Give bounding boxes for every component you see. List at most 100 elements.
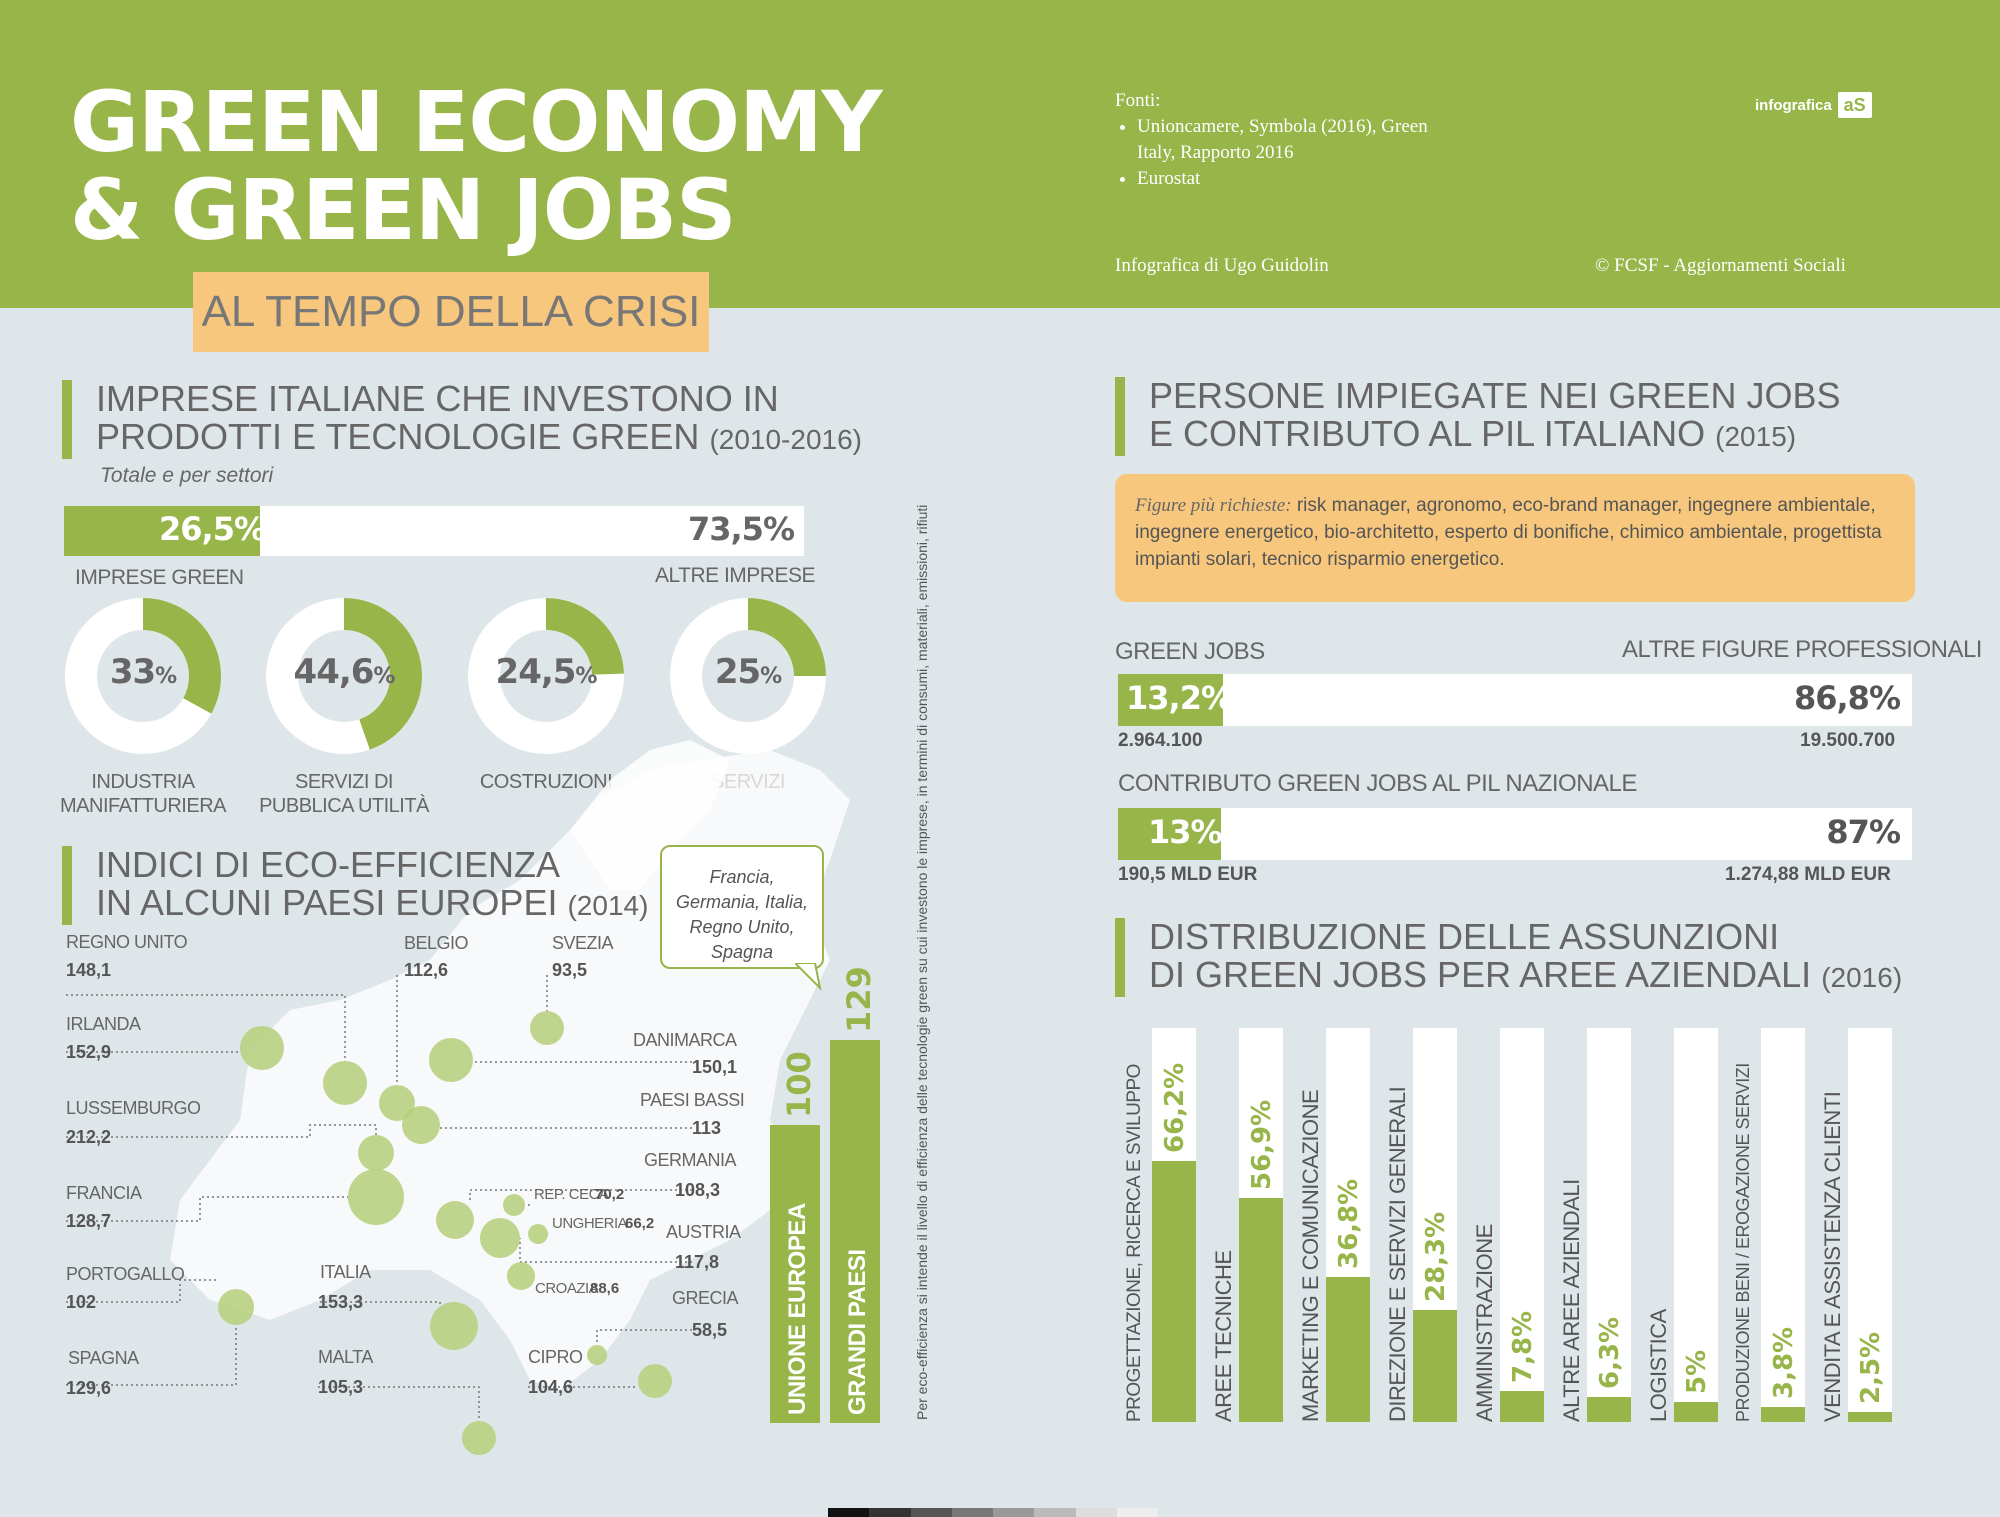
country-value: 70,2	[595, 1186, 625, 1203]
dist-bar	[1500, 1391, 1544, 1422]
country-name: FRANCIA	[66, 1183, 142, 1203]
donut-arc	[468, 598, 624, 754]
dist-bar-track	[1500, 1028, 1544, 1422]
donut-arc	[266, 598, 422, 754]
donut-value-number: 24,5	[495, 652, 577, 692]
sources: Fonti: Unioncamere, Symbola (2016), Gree…	[1115, 88, 1437, 192]
pil-label: CONTRIBUTO GREEN JOBS AL PIL NAZIONALE	[1118, 770, 1637, 797]
country-name: IRLANDA	[66, 1014, 141, 1034]
persone-title: PERSONE IMPIEGATE NEI GREEN JOBS E CONTR…	[1115, 377, 1840, 456]
country-bubble	[462, 1421, 496, 1455]
pil-bar: 13% 87%	[1118, 808, 1912, 860]
dist-bar	[1239, 1197, 1283, 1422]
green-jobs-pct: 13,2%	[1126, 679, 1233, 717]
distribuzione-year: (2016)	[1821, 962, 1903, 993]
ue-bar-label: UNIONE EUROPEA	[784, 1203, 811, 1415]
dist-bar-value: 7,8%	[1508, 1311, 1538, 1384]
pil-green-pct: 13%	[1148, 813, 1223, 851]
dist-bar-track	[1674, 1028, 1718, 1422]
country-name: CIPRO	[528, 1347, 583, 1367]
distribuzione-title-line-2: DI GREEN JOBS PER AREE AZIENDALI	[1149, 954, 1812, 995]
credit-author: Infografica di Ugo Guidolin	[1115, 255, 1329, 276]
country-name: AUSTRIA	[666, 1222, 741, 1242]
donut-value-number: 25	[714, 652, 761, 692]
eco-year: (2014)	[567, 890, 649, 921]
dist-bar-label: AMMINISTRAZIONE	[1472, 1224, 1497, 1422]
other-figures-label: ALTRE FIGURE PROFESSIONALI	[1622, 636, 1982, 663]
dist-bar-label: MARKETING E COMUNICAZIONE	[1298, 1089, 1323, 1422]
brand-label: infografica	[1755, 96, 1832, 114]
country-name: GERMANIA	[644, 1150, 737, 1170]
eco-callout: Francia, Germania, Italia, Regno Unito, …	[660, 845, 824, 969]
country-value: 58,5	[692, 1320, 728, 1340]
source-item: Unioncamere, Symbola (2016), Green Italy…	[1137, 114, 1437, 166]
country-value: 212,2	[66, 1127, 112, 1147]
subtitle-box: AL TEMPO DELLA CRISI	[193, 272, 709, 352]
country-name: MALTA	[318, 1347, 373, 1367]
donut-value: 24,5%	[476, 652, 616, 692]
imprese-years: (2010-2016)	[709, 424, 862, 455]
leader-line	[519, 1238, 692, 1263]
eco-title-line-2: IN ALCUNI PAESI EUROPEI	[96, 882, 558, 923]
figures-label: Figure più richieste:	[1135, 495, 1292, 516]
pil-green-amount: 190,5 MLD EUR	[1118, 864, 1258, 885]
dist-bar-value: 6,3%	[1595, 1317, 1625, 1390]
leader-line	[66, 1326, 237, 1386]
country-bubble	[528, 1224, 548, 1244]
country-name: BELGIO	[404, 933, 469, 953]
green-jobs-count: 2.964.100	[1118, 730, 1203, 751]
country-bubble	[587, 1345, 607, 1365]
dist-bar-value: 2,5%	[1856, 1332, 1886, 1405]
leader-line	[469, 1189, 692, 1201]
grandi-paesi-bar-value: 129	[840, 966, 878, 1033]
dist-bar	[1413, 1310, 1457, 1422]
pil-other-amount: 1.274,88 MLD EUR	[1725, 864, 1891, 885]
ue-bar-value: 100	[780, 1051, 818, 1118]
distribuzione-title-line-1: DISTRIBUZIONE DELLE ASSUNZIONI	[1149, 916, 1780, 957]
dist-bar-value: 66,2%	[1160, 1062, 1190, 1154]
dist-bar	[1587, 1397, 1631, 1422]
title-line-2: & GREEN JOBS	[70, 161, 737, 259]
country-name: LUSSEMBURGO	[66, 1098, 201, 1118]
dist-bar-track	[1587, 1028, 1631, 1422]
dist-bar	[1674, 1402, 1718, 1422]
figures-callout: Figure più richieste: risk manager, agro…	[1115, 474, 1915, 602]
dist-bar	[1326, 1277, 1370, 1422]
country-bubble	[402, 1106, 440, 1144]
main-title: GREEN ECONOMY & GREEN JOBS	[70, 78, 882, 254]
brand-logo-icon: aS	[1837, 92, 1872, 118]
source-item: Eurostat	[1137, 166, 1437, 192]
subtitle-text: AL TEMPO DELLA CRISI	[201, 287, 701, 336]
country-value: 148,1	[66, 960, 112, 980]
donut-arc	[65, 598, 221, 754]
country-name: DANIMARCA	[633, 1030, 737, 1050]
donut-label: INDUSTRIA MANIFATTURIERA	[43, 770, 243, 818]
leader-line	[66, 1279, 218, 1303]
other-figures-count: 19.500.700	[1800, 730, 1896, 751]
country-name: SVEZIA	[552, 933, 614, 953]
country-value: 104,6	[528, 1377, 574, 1397]
country-bubble	[503, 1194, 525, 1216]
donut-label-line: SERVIZI DI	[295, 771, 394, 793]
sector-donut	[266, 598, 422, 754]
donut-value: 25%	[678, 652, 818, 692]
dist-bar-label: VENDITA E ASSISTENZA CLIENTI	[1820, 1091, 1845, 1422]
country-value: 88,6	[590, 1280, 620, 1297]
color-strip	[828, 1508, 1158, 1517]
donut-value-unit: %	[575, 664, 597, 689]
dist-bar-label: DIREZIONE E SERVIZI GENERALI	[1385, 1086, 1410, 1422]
country-bubble	[436, 1201, 474, 1239]
country-value: 112,6	[404, 960, 449, 980]
country-name: PAESI BASSI	[640, 1090, 745, 1110]
sector-donut	[670, 598, 826, 754]
country-value: 129,6	[66, 1378, 112, 1398]
title-line-1: GREEN ECONOMY	[70, 73, 882, 171]
country-value: 105,3	[318, 1377, 364, 1397]
dist-bar-track	[1761, 1028, 1805, 1422]
country-bubble	[430, 1302, 478, 1350]
donut-value: 33%	[73, 652, 213, 692]
dist-bar	[1152, 1161, 1196, 1422]
country-value: 66,2	[625, 1215, 655, 1232]
credit-copyright: © FCSF - Aggiornamenti Sociali	[1595, 255, 1846, 276]
country-name: REGNO UNITO	[66, 932, 188, 952]
